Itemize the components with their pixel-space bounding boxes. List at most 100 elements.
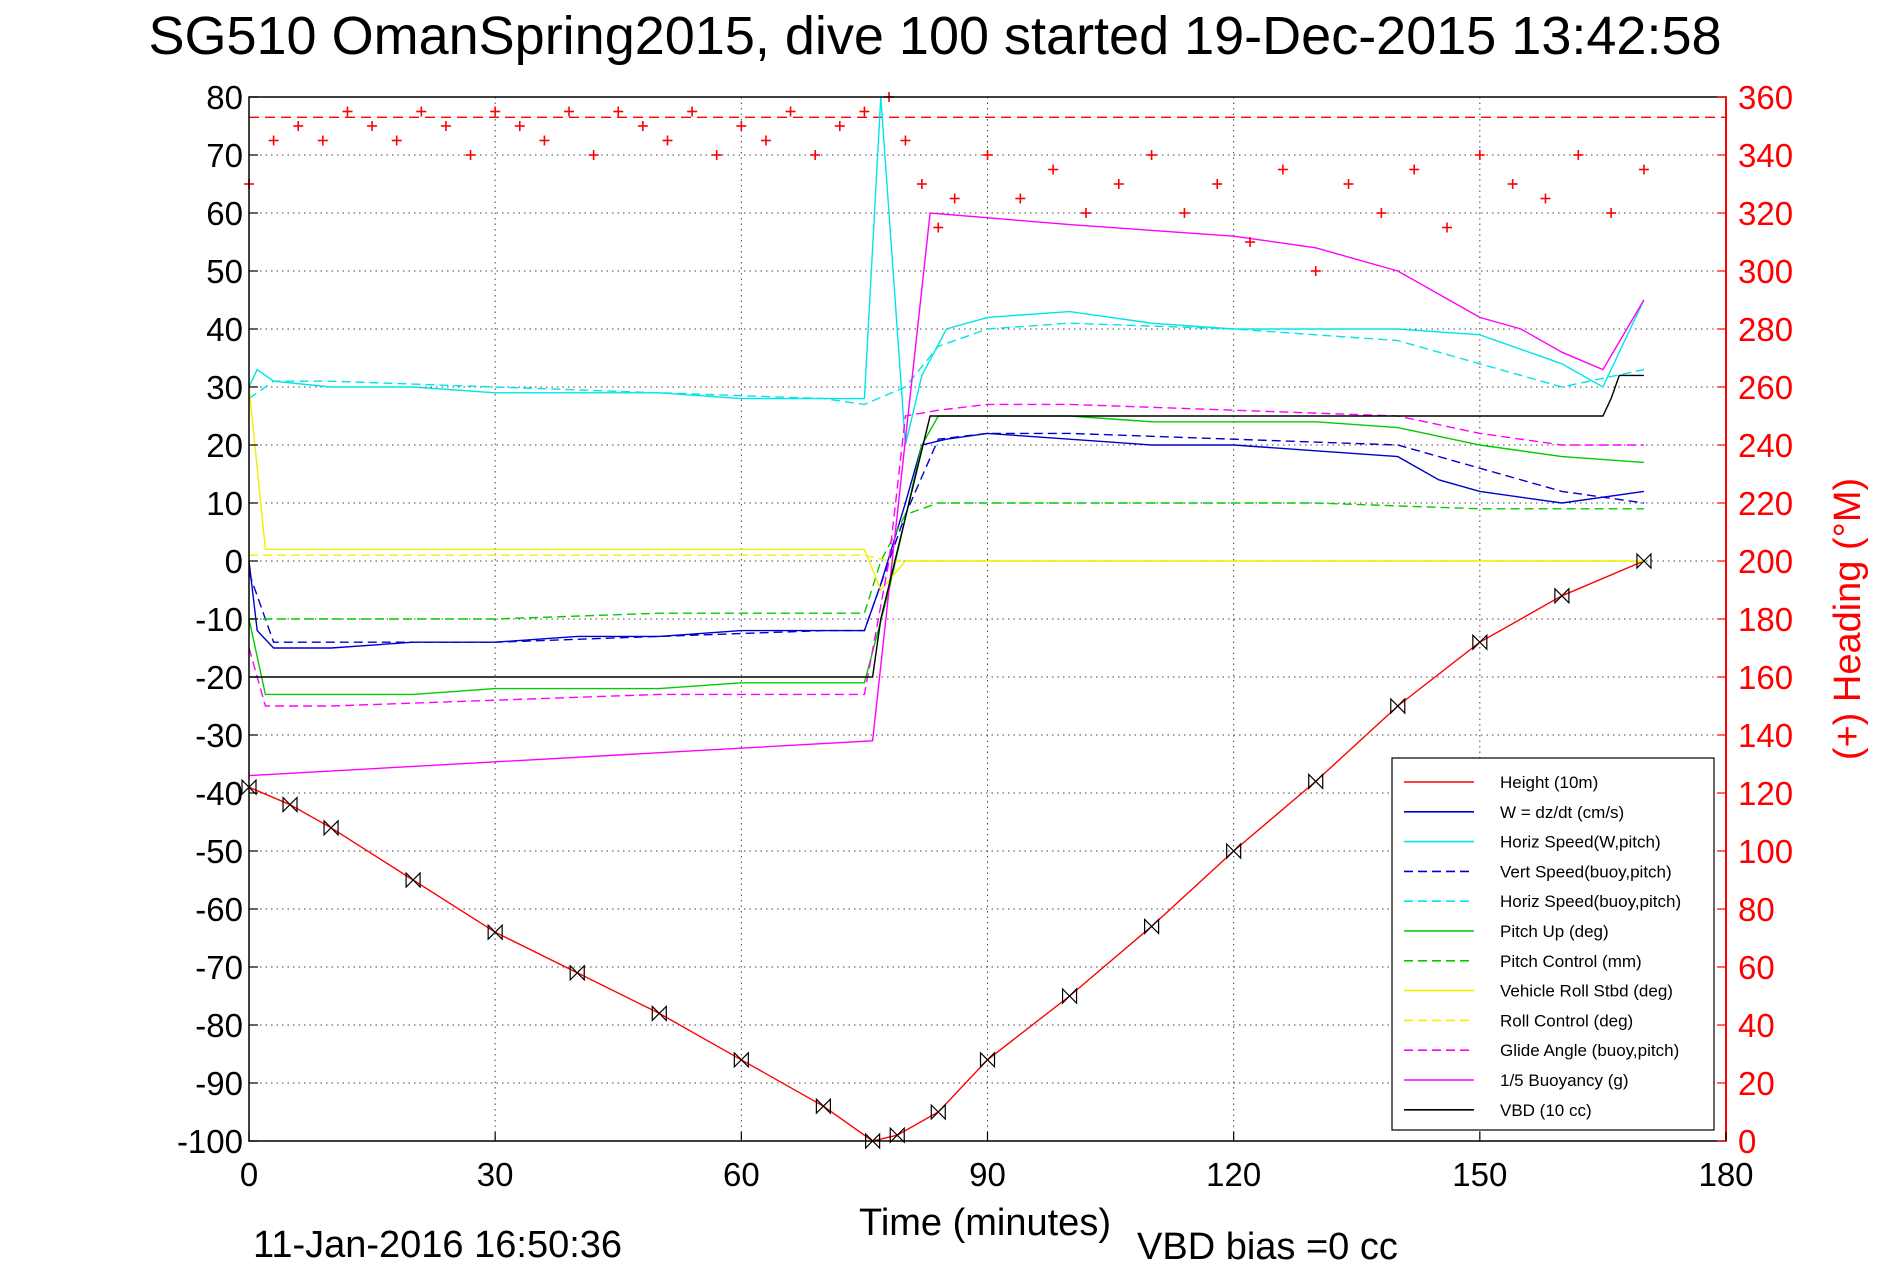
heading-marker — [342, 106, 353, 117]
depth-markers — [241, 552, 1652, 1150]
heading-marker — [1310, 266, 1321, 276]
y-tick-label: -60 — [195, 891, 243, 928]
x-tick-label: 0 — [240, 1156, 258, 1193]
heading-marker — [1277, 164, 1288, 175]
y-tick-label: 20 — [206, 427, 243, 464]
y-tick-label: 50 — [206, 253, 243, 290]
y-right-tick-label: 40 — [1738, 1007, 1775, 1044]
y-right-tick-label: 340 — [1738, 137, 1793, 174]
depth-marker — [733, 1051, 749, 1069]
y-tick-label: 0 — [225, 543, 243, 580]
y-right-tick-label: 80 — [1738, 891, 1775, 928]
y-right-tick-label: 300 — [1738, 253, 1793, 290]
heading-marker — [440, 121, 451, 131]
chart-title: SG510 OmanSpring2015, dive 100 started 1… — [148, 6, 1721, 66]
y-right-tick-label: 140 — [1738, 717, 1793, 754]
y-tick-label: 40 — [206, 311, 243, 348]
depth-marker — [1308, 772, 1324, 790]
vbd-bias: VBD bias =0 cc — [1137, 1226, 1398, 1262]
y-tick-label: 10 — [206, 485, 243, 522]
heading-marker — [293, 121, 304, 131]
heading-marker — [1048, 164, 1059, 175]
legend-label: Height (10m) — [1500, 773, 1598, 792]
legend-box — [1391, 757, 1715, 1131]
heading-marker — [1015, 193, 1026, 204]
heading-marker — [588, 150, 599, 160]
heading-marker — [1212, 179, 1223, 189]
legend-label: Horiz Speed(W,pitch) — [1500, 833, 1661, 852]
legend-label: Horiz Speed(buoy,pitch) — [1500, 892, 1681, 911]
y-tick-label: -10 — [195, 601, 243, 638]
depth-marker — [487, 923, 503, 941]
depth-marker — [1636, 552, 1652, 570]
depth-marker — [1061, 987, 1078, 1005]
x-tick-label: 120 — [1206, 1156, 1261, 1193]
depth-marker — [323, 819, 339, 837]
y-axis-left: 80 70 60 50 40 30 20 10 0 -10 -20 -30 -40 -50 -60 -70 -8… — [177, 79, 258, 1160]
heading-marker — [1638, 164, 1649, 175]
x-axis-label: Time (minutes) — [859, 1202, 1111, 1244]
heading-marker — [564, 106, 575, 117]
y-tick-label: -20 — [195, 659, 243, 696]
heading-marker — [1113, 179, 1124, 189]
depth-marker — [1390, 697, 1406, 715]
y-axis-right: 3603403203002802602402202001801601401201… — [1717, 79, 1793, 1160]
series-line-9 — [248, 403, 1644, 707]
y-axis-right-label: (+) Heading (°M) — [1827, 478, 1869, 760]
legend-label: Glide Angle (buoy,pitch) — [1500, 1041, 1679, 1060]
depth-marker — [1226, 842, 1242, 860]
depth-marker — [979, 1051, 996, 1069]
y-tick-label: -50 — [195, 833, 243, 870]
heading-marker — [1080, 208, 1091, 218]
heading-marker — [637, 121, 648, 131]
heading-marker — [1540, 193, 1551, 204]
y-right-tick-label: 260 — [1738, 369, 1793, 406]
heading-marker — [736, 121, 747, 131]
heading-marker — [810, 150, 821, 160]
legend-label: Vehicle Roll Stbd (deg) — [1500, 982, 1673, 1001]
timestamp: 11-Jan-2016 16:50:36 — [253, 1224, 622, 1262]
series-line-3 — [248, 432, 1644, 643]
y-right-tick-label: 0 — [1738, 1123, 1756, 1160]
y-right-tick-label: 220 — [1738, 485, 1793, 522]
depth-marker — [815, 1097, 831, 1115]
depth-marker — [1144, 917, 1160, 935]
heading-marker — [916, 179, 927, 189]
heading-marker — [465, 150, 476, 160]
series-layer — [248, 96, 1645, 1142]
heading-marker — [1442, 222, 1453, 233]
heading-marker — [687, 106, 698, 117]
y-right-tick-label: 180 — [1738, 601, 1793, 638]
y-right-tick-label: 360 — [1738, 79, 1793, 116]
depth-marker — [865, 1132, 881, 1150]
series-line-4 — [248, 322, 1645, 406]
heading-marker — [785, 106, 796, 117]
heading-marker — [514, 121, 525, 131]
legend-label: Pitch Up (deg) — [1500, 922, 1609, 941]
heading-marker — [900, 135, 911, 146]
y-tick-label: -40 — [195, 775, 243, 812]
y-tick-label: -100 — [177, 1123, 243, 1160]
heading-marker — [1245, 237, 1256, 247]
y-tick-label: -90 — [195, 1065, 243, 1102]
y-tick-label: 60 — [206, 195, 243, 232]
heading-marker — [760, 135, 771, 146]
y-tick-label: 70 — [206, 137, 243, 174]
depth-marker — [1554, 587, 1570, 605]
legend-label: VBD (10 cc) — [1500, 1101, 1592, 1120]
heading-marker — [662, 135, 673, 146]
heading-marker — [490, 106, 501, 117]
heading-marker — [1376, 208, 1387, 218]
legend-label: Roll Control (deg) — [1500, 1011, 1633, 1030]
y-tick-label: -80 — [195, 1007, 243, 1044]
heading-marker — [834, 121, 845, 131]
heading-marker — [1474, 150, 1485, 160]
x-tick-label: 90 — [969, 1156, 1006, 1193]
heading-marker — [1409, 164, 1420, 175]
y-right-tick-label: 280 — [1738, 311, 1793, 348]
x-tick-label: 30 — [477, 1156, 514, 1193]
depth-marker — [1472, 633, 1488, 651]
y-tick-label: -30 — [195, 717, 243, 754]
legend-label: 1/5 Buoyancy (g) — [1500, 1071, 1629, 1090]
